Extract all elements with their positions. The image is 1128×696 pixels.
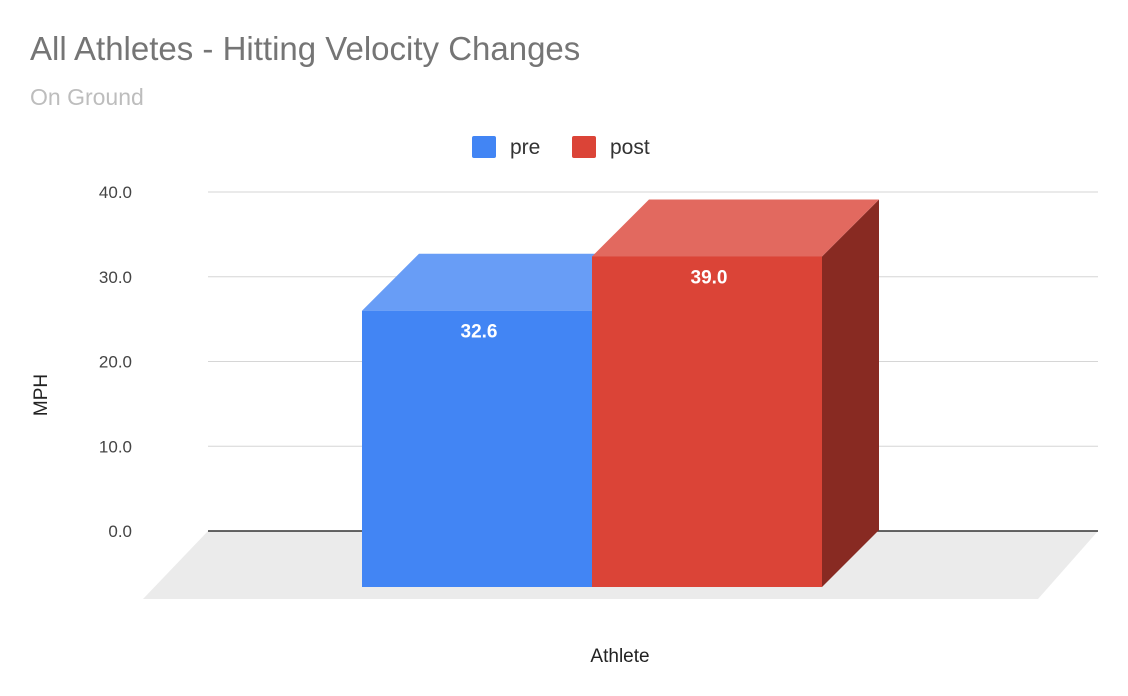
bar-front-pre xyxy=(362,310,592,587)
legend-label-pre: pre xyxy=(510,136,540,159)
y-axis-title: MPH xyxy=(31,374,52,416)
y-tick-label: 20.0 xyxy=(99,353,132,372)
legend: pre post xyxy=(472,136,650,159)
bar-side-post xyxy=(822,199,879,587)
y-tick-label: 10.0 xyxy=(99,437,132,456)
legend-label-post: post xyxy=(610,136,650,159)
y-tick-label: 30.0 xyxy=(99,268,132,287)
data-labels: 32.6 39.0 xyxy=(461,267,728,342)
legend-swatch-pre xyxy=(472,136,496,158)
chart-title: All Athletes - Hitting Velocity Changes xyxy=(30,30,581,67)
bar-top-post xyxy=(592,199,879,257)
legend-swatch-post xyxy=(572,136,596,158)
bar-top-pre xyxy=(362,253,649,311)
bar-post xyxy=(592,199,879,587)
bars xyxy=(362,199,879,587)
y-axis-ticks: 0.0 10.0 20.0 30.0 40.0 xyxy=(99,183,132,541)
bar-front-post xyxy=(592,256,822,587)
chart-subtitle: On Ground xyxy=(30,84,144,110)
data-label-post: 39.0 xyxy=(691,267,728,288)
legend-item-pre: pre xyxy=(472,136,540,159)
y-tick-label: 0.0 xyxy=(108,522,132,541)
y-tick-label: 40.0 xyxy=(99,183,132,202)
legend-item-post: post xyxy=(572,136,650,159)
x-axis-title: Athlete xyxy=(590,646,649,667)
data-label-pre: 32.6 xyxy=(461,322,498,343)
